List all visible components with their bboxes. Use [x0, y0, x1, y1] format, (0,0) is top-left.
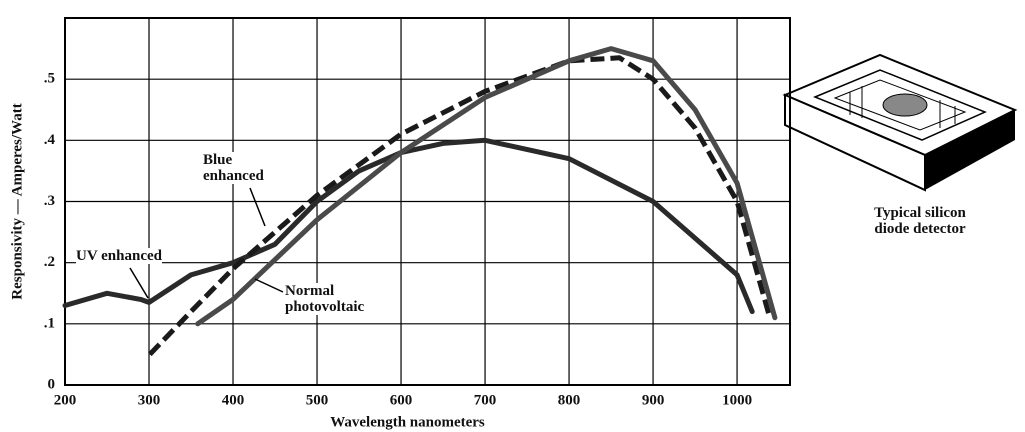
series-line: [195, 46, 778, 327]
detector-illustration: [782, 53, 1018, 192]
x-tick-label: 400: [222, 392, 245, 408]
x-tick-label: 900: [642, 392, 665, 408]
series-label: Normal photovoltaic: [285, 283, 375, 315]
x-tick-label: 300: [138, 392, 161, 408]
caption: Typical silicon diode detector: [874, 205, 966, 237]
x-tick-label: 700: [474, 392, 497, 408]
x-tick-label: 1000: [722, 392, 752, 408]
y-axis-label: Responsivity — Amperes/Watt: [9, 103, 25, 299]
series-line: [147, 55, 773, 357]
series-label: Blue enhanced: [203, 152, 283, 184]
x-tick-label: 200: [54, 392, 77, 408]
x-tick-label: 500: [306, 392, 329, 408]
series-line: [62, 137, 755, 315]
plot-frame: [64, 17, 791, 386]
series-label: UV enhanced: [76, 248, 162, 264]
y-tick-label: .2: [44, 254, 55, 270]
x-axis-label: Wavelength nanometers: [330, 414, 485, 430]
annotation-arrow: [254, 278, 284, 293]
y-tick-label: .5: [44, 71, 55, 87]
y-tick-label: .3: [44, 193, 55, 209]
y-tick-label: .4: [44, 132, 56, 148]
x-tick-label: 600: [390, 392, 413, 408]
x-tick-label: 800: [558, 392, 581, 408]
annotation-arrow: [249, 187, 266, 227]
annotation-arrow: [129, 267, 149, 299]
y-tick-label: 0: [48, 376, 56, 392]
y-tick-label: .1: [44, 315, 55, 331]
